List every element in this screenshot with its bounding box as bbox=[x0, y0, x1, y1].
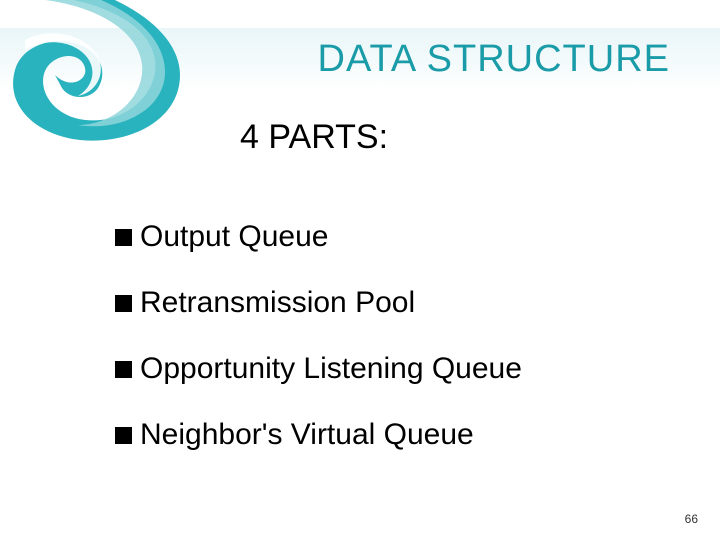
slide-title: DATA STRUCTURE bbox=[318, 38, 671, 81]
square-bullet-icon bbox=[115, 229, 132, 246]
list-item: Neighbor's Virtual Queue bbox=[115, 418, 660, 452]
list-item-label: Retransmission Pool bbox=[140, 286, 415, 320]
slide-subtitle: 4 PARTS: bbox=[240, 118, 388, 157]
page-number: 66 bbox=[685, 512, 698, 526]
title-band: DATA STRUCTURE bbox=[0, 28, 720, 90]
list-item: Opportunity Listening Queue bbox=[115, 352, 660, 386]
square-bullet-icon bbox=[115, 427, 132, 444]
list-item: Retransmission Pool bbox=[115, 286, 660, 320]
square-bullet-icon bbox=[115, 361, 132, 378]
list-item-label: Output Queue bbox=[140, 220, 328, 254]
list-item: Output Queue bbox=[115, 220, 660, 254]
list-item-label: Opportunity Listening Queue bbox=[140, 352, 522, 386]
square-bullet-icon bbox=[115, 295, 132, 312]
list-item-label: Neighbor's Virtual Queue bbox=[140, 418, 474, 452]
bullet-list: Output Queue Retransmission Pool Opportu… bbox=[115, 220, 660, 484]
